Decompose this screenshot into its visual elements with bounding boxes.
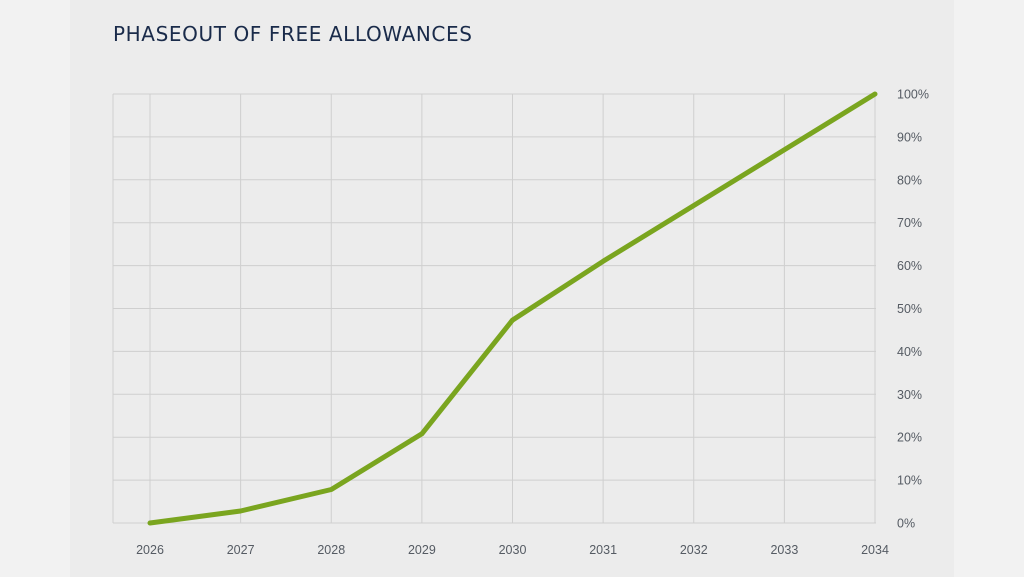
series-line [147,91,878,526]
x-tick-label: 2032 [680,543,708,557]
y-tick-label: 50% [897,302,922,316]
y-axis: 0% 10% 20% 30% 40% 50% 60% 70% 80% 90% 100% [897,88,929,531]
x-tick-label: 2029 [408,543,436,557]
series-group [147,91,878,526]
y-tick-label: 0% [897,517,915,531]
y-tick-label: 90% [897,130,922,144]
y-tick-label: 70% [897,216,922,230]
x-tick-label: 2027 [227,543,255,557]
y-tick-label: 30% [897,388,922,402]
y-tick-label: 80% [897,173,922,187]
x-tick-label: 2031 [589,543,617,557]
x-tick-label: 2034 [861,543,889,557]
x-tick-label: 2028 [317,543,345,557]
y-tick-label: 60% [897,259,922,273]
grid [112,93,876,524]
y-tick-label: 20% [897,431,922,445]
x-tick-label: 2030 [499,543,527,557]
y-tick-label: 10% [897,474,922,488]
x-tick-label: 2026 [136,543,164,557]
chart-title: PHASEOUT OF FREE ALLOWANCES [113,22,473,46]
x-tick-label: 2033 [770,543,798,557]
y-tick-label: 100% [897,88,929,102]
x-axis: 2026 2027 2028 2029 2030 2031 2032 2033 2034 [136,543,889,557]
y-tick-label: 40% [897,345,922,359]
